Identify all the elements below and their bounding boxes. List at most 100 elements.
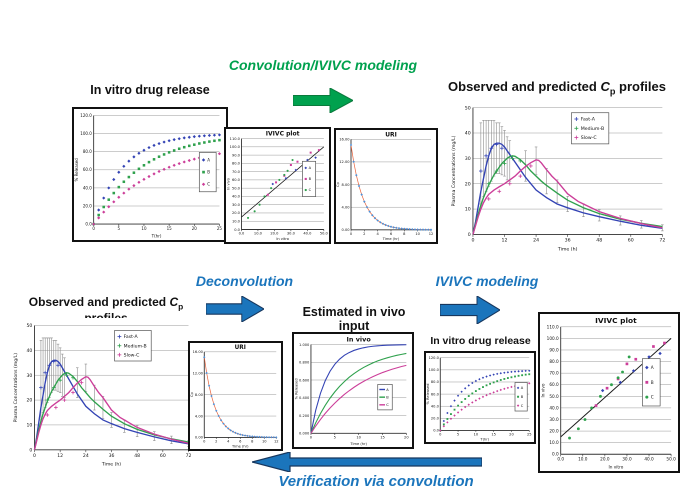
svg-text:C: C bbox=[386, 403, 389, 407]
svg-text:6: 6 bbox=[390, 232, 393, 236]
svg-text:100.0: 100.0 bbox=[230, 145, 241, 149]
svg-text:0: 0 bbox=[92, 226, 95, 231]
svg-text:B: B bbox=[309, 177, 312, 181]
svg-text:50.0: 50.0 bbox=[549, 394, 559, 399]
svg-text:Plasma Concentrations (mg/L): Plasma Concentrations (mg/L) bbox=[13, 353, 19, 423]
cp-title-prefix: Observed and predicted bbox=[448, 79, 601, 94]
in-vitro-release-title-top: In vitro drug release bbox=[90, 83, 210, 97]
svg-text:0.000: 0.000 bbox=[299, 432, 310, 436]
svg-text:2: 2 bbox=[215, 440, 217, 444]
verification-via-convolution-label: Verification via convolution bbox=[278, 473, 474, 490]
svg-text:72: 72 bbox=[186, 453, 192, 459]
svg-text:15: 15 bbox=[167, 226, 173, 231]
deconvolution-label: Deconvolution bbox=[195, 273, 294, 289]
svg-text:0: 0 bbox=[33, 453, 36, 459]
svg-text:90.0: 90.0 bbox=[549, 347, 559, 352]
cp-title-suffix: profiles bbox=[615, 79, 666, 94]
svg-text:A: A bbox=[386, 388, 389, 392]
svg-text:0: 0 bbox=[350, 232, 353, 236]
svg-text:10: 10 bbox=[26, 423, 32, 429]
svg-text:4: 4 bbox=[377, 232, 380, 236]
svg-text:0.600: 0.600 bbox=[299, 378, 310, 382]
svg-text:IVIVC plot: IVIVC plot bbox=[266, 131, 300, 138]
svg-text:30: 30 bbox=[465, 156, 471, 162]
svg-text:Medium-B: Medium-B bbox=[581, 126, 604, 132]
svg-text:B: B bbox=[386, 395, 389, 399]
svg-text:40.0: 40.0 bbox=[549, 405, 559, 410]
cp-symbol: C bbox=[169, 295, 179, 309]
svg-text:20: 20 bbox=[26, 398, 32, 404]
cp-title-prefix: Observed and predicted bbox=[28, 295, 170, 309]
svg-text:120.0: 120.0 bbox=[429, 356, 440, 360]
svg-text:12.00: 12.00 bbox=[339, 160, 350, 164]
svg-text:100.0: 100.0 bbox=[80, 131, 92, 136]
svg-text:20: 20 bbox=[404, 436, 409, 440]
svg-text:12: 12 bbox=[274, 440, 279, 444]
ivivc-plot-chart-bottom: 0.0 10.0 20.0 30.0 40.0 50.0 60.0 70.0 80.0 90.0 1… bbox=[538, 312, 680, 473]
svg-text:5: 5 bbox=[118, 226, 121, 231]
svg-text:C: C bbox=[651, 395, 654, 400]
svg-text:60: 60 bbox=[160, 453, 166, 459]
svg-text:4.00: 4.00 bbox=[342, 205, 351, 209]
svg-text:20.0: 20.0 bbox=[549, 429, 559, 434]
svg-text:90.0: 90.0 bbox=[232, 153, 241, 157]
svg-text:0.0: 0.0 bbox=[85, 222, 92, 227]
svg-text:A: A bbox=[521, 386, 524, 390]
svg-text:T(hr): T(hr) bbox=[479, 437, 489, 441]
svg-text:50: 50 bbox=[26, 323, 32, 329]
svg-text:0: 0 bbox=[468, 232, 471, 238]
arrow-shape bbox=[252, 452, 482, 472]
svg-text:50: 50 bbox=[465, 105, 471, 111]
svg-text:110.0: 110.0 bbox=[230, 137, 241, 141]
svg-text:In vitro: In vitro bbox=[276, 237, 289, 241]
svg-text:80.0: 80.0 bbox=[83, 149, 92, 154]
svg-text:0.0: 0.0 bbox=[234, 228, 240, 232]
svg-text:Fast-A: Fast-A bbox=[581, 117, 596, 123]
svg-text:Plasma Concentrations (mg/L): Plasma Concentrations (mg/L) bbox=[451, 135, 457, 206]
svg-text:60.0: 60.0 bbox=[83, 167, 92, 172]
svg-text:0.0: 0.0 bbox=[239, 232, 245, 236]
cp-profiles-chart-top-right: 0 10 20 30 40 50 0 12 24 36 48 60 72 Plasma Concentra… bbox=[450, 100, 670, 253]
svg-text:8.00: 8.00 bbox=[342, 183, 351, 187]
svg-text:100.0: 100.0 bbox=[429, 368, 440, 372]
svg-text:20.0: 20.0 bbox=[83, 203, 92, 208]
svg-text:IVIVC plot: IVIVC plot bbox=[595, 316, 637, 325]
svg-text:50.0: 50.0 bbox=[232, 186, 241, 190]
svg-text:In vitro: In vitro bbox=[608, 465, 623, 470]
svg-text:20.0: 20.0 bbox=[431, 417, 440, 421]
svg-text:8: 8 bbox=[403, 232, 406, 236]
svg-text:0: 0 bbox=[439, 433, 442, 437]
svg-text:15: 15 bbox=[380, 436, 385, 440]
svg-text:10.0: 10.0 bbox=[578, 457, 588, 462]
svg-text:% Released: % Released bbox=[295, 378, 299, 399]
svg-text:C: C bbox=[309, 188, 312, 192]
svg-text:30.0: 30.0 bbox=[232, 203, 241, 207]
svg-text:A: A bbox=[651, 365, 654, 370]
svg-text:In vivo: In vivo bbox=[347, 335, 372, 343]
svg-text:Time (h): Time (h) bbox=[557, 246, 578, 252]
svg-text:12.00: 12.00 bbox=[193, 372, 204, 376]
svg-text:URI: URI bbox=[235, 345, 246, 351]
svg-text:20: 20 bbox=[465, 181, 471, 187]
svg-text:12: 12 bbox=[57, 453, 63, 459]
arrow-shape bbox=[206, 296, 264, 322]
svg-text:48: 48 bbox=[596, 238, 602, 244]
svg-text:10.0: 10.0 bbox=[232, 219, 241, 223]
svg-text:Time (h): Time (h) bbox=[101, 461, 121, 467]
svg-text:2: 2 bbox=[363, 232, 365, 236]
svg-text:C: C bbox=[207, 182, 210, 187]
svg-text:Slow-C: Slow-C bbox=[581, 135, 598, 141]
svg-text:50.0: 50.0 bbox=[320, 232, 329, 236]
svg-text:40: 40 bbox=[465, 131, 471, 137]
svg-text:40.0: 40.0 bbox=[232, 195, 241, 199]
convolution-ivivc-modeling-label: Convolution/IVIVC modeling bbox=[228, 57, 418, 73]
cp-subscript: p bbox=[178, 301, 184, 312]
svg-text:0.200: 0.200 bbox=[299, 414, 310, 418]
svg-text:Slow-C: Slow-C bbox=[124, 352, 140, 358]
svg-text:10: 10 bbox=[415, 232, 420, 236]
svg-text:8: 8 bbox=[251, 440, 254, 444]
svg-text:12: 12 bbox=[502, 238, 508, 244]
cp-profiles-title-top-right: Observed and predicted Cp profiles bbox=[440, 79, 674, 96]
svg-text:Fast-A: Fast-A bbox=[124, 334, 139, 340]
